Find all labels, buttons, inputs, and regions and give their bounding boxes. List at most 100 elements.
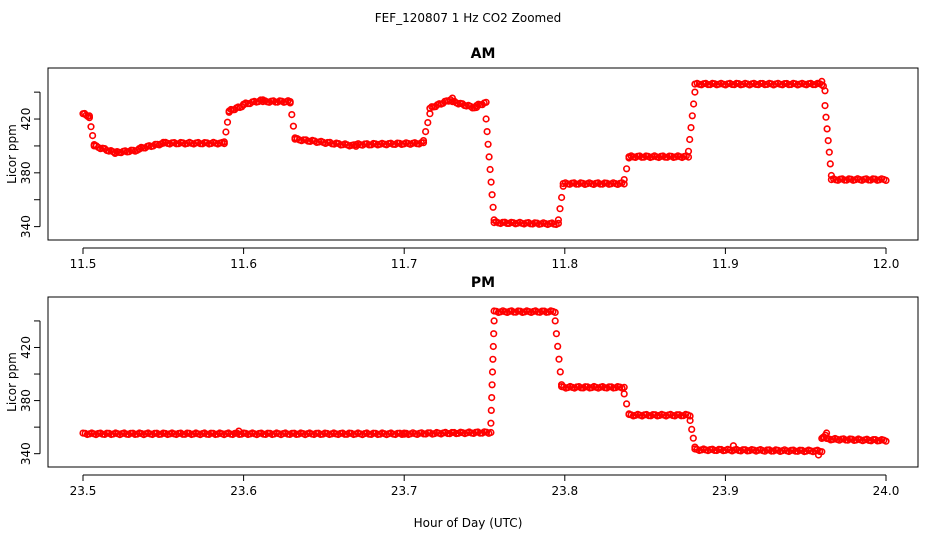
data-point <box>488 394 496 402</box>
x-tick-label: 11.8 <box>551 257 578 271</box>
data-point <box>689 434 697 442</box>
data-point <box>551 317 559 325</box>
data-point <box>286 99 294 107</box>
data-point <box>554 216 563 224</box>
data-point <box>686 135 694 144</box>
panel-title: PM <box>471 275 495 291</box>
data-point <box>486 165 494 174</box>
data-point <box>490 330 498 338</box>
data-point <box>235 427 243 435</box>
x-tick-label: 23.7 <box>391 484 418 498</box>
x-tick-label: 11.9 <box>712 257 739 271</box>
data-point <box>689 100 698 108</box>
data-point <box>223 118 232 126</box>
x-tick-label: 11.6 <box>230 257 257 271</box>
data-point <box>85 114 93 122</box>
data-point <box>482 98 490 106</box>
data-point <box>554 219 563 227</box>
data-point <box>691 88 699 96</box>
data-point <box>622 400 631 408</box>
plot-frame <box>47 67 919 241</box>
data-point <box>289 122 298 130</box>
data-point <box>555 355 563 363</box>
data-point <box>882 437 890 445</box>
data-point <box>620 390 628 398</box>
data-point <box>882 176 890 184</box>
data-point <box>487 428 495 437</box>
y-tick-label: 380 <box>19 161 33 184</box>
data-point <box>288 110 296 119</box>
plot-frame <box>47 296 919 468</box>
data-point <box>552 330 561 338</box>
data-point <box>487 178 495 186</box>
data-point <box>419 137 428 145</box>
data-point <box>424 118 432 127</box>
data-point <box>483 128 491 136</box>
x-tick-label: 23.6 <box>230 484 257 498</box>
data-point <box>814 451 823 459</box>
data-point <box>824 137 832 145</box>
figure-title: FEF_120807 1 Hz CO2 Zoomed <box>375 11 561 25</box>
y-tick-label: 420 <box>19 108 33 131</box>
data-point <box>684 147 693 155</box>
x-tick-label: 12.0 <box>873 257 900 271</box>
data-point <box>488 191 496 199</box>
data-point <box>622 165 631 173</box>
data-point <box>554 342 562 351</box>
panel-am: AM 11.5 11.6 11.7 11.8 11.9 12.0 340 380 420Licor… <box>5 46 919 271</box>
panel-pm: PM 23.5 23.6 23.7 23.8 23.9 24.0 340 380 420Licor… <box>5 275 919 498</box>
data-point <box>821 101 829 110</box>
data-point <box>822 113 830 121</box>
data-point <box>687 123 695 132</box>
y-axis-label: Licor ppm <box>5 124 19 184</box>
y-tick-label: 380 <box>19 389 33 412</box>
data-point <box>826 160 834 168</box>
panel-title: AM <box>471 46 496 62</box>
data-point <box>489 355 497 363</box>
data-point <box>222 128 230 136</box>
data-point <box>482 115 490 123</box>
data-point <box>422 128 430 136</box>
data-point <box>488 381 496 389</box>
x-tick-label: 23.5 <box>70 484 97 498</box>
x-tick-label: 11.7 <box>391 257 418 271</box>
x-tick-label: 24.0 <box>873 484 900 498</box>
y-tick-label: 340 <box>19 442 33 465</box>
data-point <box>489 203 497 211</box>
data-point <box>484 140 492 148</box>
data-point <box>620 180 628 188</box>
data-point <box>88 132 97 140</box>
data-point <box>220 138 228 146</box>
data-point <box>488 368 497 376</box>
x-axis-label: Hour of Day (UTC) <box>414 516 523 530</box>
data-point <box>688 112 696 120</box>
data-point <box>490 317 498 325</box>
data-series <box>79 307 890 459</box>
data-point <box>821 87 829 95</box>
data-point <box>487 419 495 427</box>
y-tick-label: 420 <box>19 336 33 359</box>
data-point <box>686 416 694 425</box>
data-point <box>620 383 628 391</box>
y-axis-label: Licor ppm <box>5 352 19 412</box>
x-tick-label: 23.9 <box>712 484 739 498</box>
data-point <box>557 193 566 202</box>
data-point <box>87 123 95 131</box>
data-point <box>556 205 564 213</box>
data-point <box>688 425 696 434</box>
y-tick-label: 340 <box>19 215 33 238</box>
data-point <box>620 176 628 184</box>
data-point <box>489 342 497 351</box>
data-point <box>556 368 564 376</box>
data-point <box>551 308 559 317</box>
data-series <box>79 77 890 229</box>
data-point <box>485 153 493 161</box>
data-point <box>686 412 694 420</box>
x-tick-label: 23.8 <box>551 484 578 498</box>
data-point <box>825 148 833 156</box>
data-point <box>729 442 738 450</box>
x-tick-label: 11.5 <box>70 257 97 271</box>
data-point <box>823 125 831 133</box>
data-point <box>487 406 495 415</box>
